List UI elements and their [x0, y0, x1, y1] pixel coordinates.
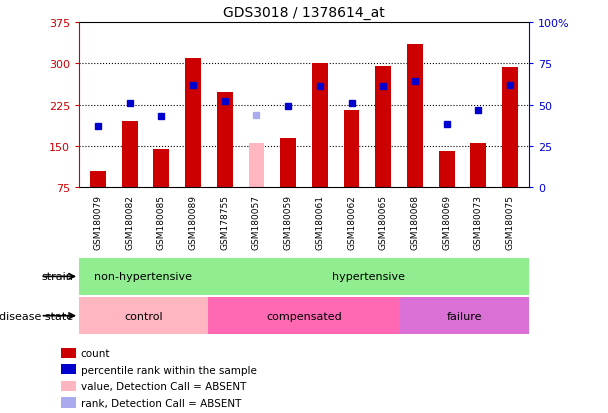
Text: disease state: disease state — [0, 311, 73, 321]
Text: GSM178755: GSM178755 — [220, 195, 229, 249]
Bar — [79, 297, 207, 335]
Bar — [185, 59, 201, 188]
Bar — [344, 111, 359, 188]
Text: GSM180061: GSM180061 — [316, 195, 324, 249]
Text: hypertensive: hypertensive — [332, 272, 405, 282]
Bar — [375, 67, 391, 188]
Text: compensated: compensated — [266, 311, 342, 321]
Text: percentile rank within the sample: percentile rank within the sample — [81, 365, 257, 375]
Bar — [471, 144, 486, 188]
Bar — [90, 171, 106, 188]
Text: GSM180075: GSM180075 — [505, 195, 514, 249]
Text: GSM180085: GSM180085 — [157, 195, 166, 249]
Text: value, Detection Call = ABSENT: value, Detection Call = ABSENT — [81, 381, 246, 391]
Text: GSM180057: GSM180057 — [252, 195, 261, 249]
Text: GSM180068: GSM180068 — [410, 195, 420, 249]
Bar — [312, 64, 328, 188]
Bar — [207, 258, 529, 295]
Text: GSM180073: GSM180073 — [474, 195, 483, 249]
Bar — [207, 297, 401, 335]
Text: non-hypertensive: non-hypertensive — [94, 272, 192, 282]
Bar — [407, 45, 423, 188]
Text: GSM180059: GSM180059 — [284, 195, 292, 249]
Text: GSM180069: GSM180069 — [442, 195, 451, 249]
Text: GSM180062: GSM180062 — [347, 195, 356, 249]
Text: control: control — [124, 311, 162, 321]
Text: GSM180089: GSM180089 — [188, 195, 198, 249]
Bar — [217, 93, 233, 188]
Text: GSM180065: GSM180065 — [379, 195, 388, 249]
Bar — [79, 258, 207, 295]
Bar — [502, 68, 518, 188]
Text: count: count — [81, 348, 111, 358]
Bar — [122, 122, 137, 188]
Bar — [153, 150, 170, 188]
Text: rank, Detection Call = ABSENT: rank, Detection Call = ABSENT — [81, 398, 241, 408]
Title: GDS3018 / 1378614_at: GDS3018 / 1378614_at — [223, 6, 385, 20]
Bar — [249, 144, 264, 188]
Bar — [280, 138, 296, 188]
Text: failure: failure — [447, 311, 482, 321]
Text: strain: strain — [41, 272, 73, 282]
Text: GSM180082: GSM180082 — [125, 195, 134, 249]
Bar — [401, 297, 529, 335]
Bar — [438, 152, 455, 188]
Text: GSM180079: GSM180079 — [94, 195, 103, 249]
